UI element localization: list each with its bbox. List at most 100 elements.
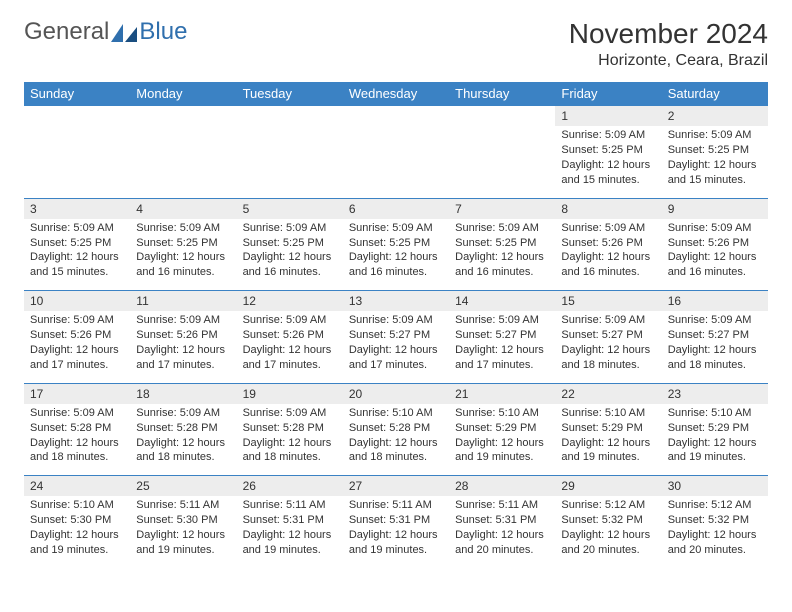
day-number-cell: 23 xyxy=(662,383,768,404)
sunrise-line: Sunrise: 5:09 AM xyxy=(349,221,443,236)
sunset-line: Sunset: 5:25 PM xyxy=(30,236,124,251)
sunset-line: Sunset: 5:32 PM xyxy=(668,513,762,528)
sunset-line: Sunset: 5:31 PM xyxy=(349,513,443,528)
sunset-line: Sunset: 5:26 PM xyxy=(243,328,337,343)
sunrise-line: Sunrise: 5:11 AM xyxy=(455,498,549,513)
weekday-header: Saturday xyxy=(662,82,768,106)
sunrise-line: Sunrise: 5:11 AM xyxy=(136,498,230,513)
weekday-header: Wednesday xyxy=(343,82,449,106)
day-number-cell: 4 xyxy=(130,198,236,219)
sunrise-line: Sunrise: 5:10 AM xyxy=(349,406,443,421)
day-number-row: 12 xyxy=(24,106,768,127)
day-number-row: 17181920212223 xyxy=(24,383,768,404)
weekday-header-row: Sunday Monday Tuesday Wednesday Thursday… xyxy=(24,82,768,106)
day-number-cell: 24 xyxy=(24,476,130,497)
sunrise-line: Sunrise: 5:09 AM xyxy=(136,313,230,328)
day-detail-cell: Sunrise: 5:09 AMSunset: 5:28 PMDaylight:… xyxy=(24,404,130,476)
day-detail-cell: Sunrise: 5:09 AMSunset: 5:25 PMDaylight:… xyxy=(130,219,236,291)
day-detail-cell: Sunrise: 5:09 AMSunset: 5:25 PMDaylight:… xyxy=(237,219,343,291)
day-detail-row: Sunrise: 5:09 AMSunset: 5:25 PMDaylight:… xyxy=(24,219,768,291)
day-number-cell: 27 xyxy=(343,476,449,497)
daylight-line: Daylight: 12 hours and 16 minutes. xyxy=(136,250,230,280)
daylight-line: Daylight: 12 hours and 18 minutes. xyxy=(243,436,337,466)
location: Horizonte, Ceara, Brazil xyxy=(569,52,768,70)
day-number-cell: 21 xyxy=(449,383,555,404)
day-number-row: 3456789 xyxy=(24,198,768,219)
sunrise-line: Sunrise: 5:09 AM xyxy=(561,313,655,328)
day-number-cell xyxy=(24,106,130,127)
sunset-line: Sunset: 5:29 PM xyxy=(668,421,762,436)
day-number-cell xyxy=(130,106,236,127)
daylight-line: Daylight: 12 hours and 19 minutes. xyxy=(561,436,655,466)
day-number-cell: 5 xyxy=(237,198,343,219)
sunset-line: Sunset: 5:27 PM xyxy=(561,328,655,343)
logo-sail-icon xyxy=(111,22,137,42)
sunrise-line: Sunrise: 5:09 AM xyxy=(243,406,337,421)
header: General Blue November 2024 Horizonte, Ce… xyxy=(24,18,768,70)
day-number-cell xyxy=(449,106,555,127)
day-detail-cell: Sunrise: 5:10 AMSunset: 5:29 PMDaylight:… xyxy=(662,404,768,476)
day-number-cell: 30 xyxy=(662,476,768,497)
sunrise-line: Sunrise: 5:09 AM xyxy=(668,313,762,328)
day-number-cell: 7 xyxy=(449,198,555,219)
day-detail-cell: Sunrise: 5:09 AMSunset: 5:25 PMDaylight:… xyxy=(24,219,130,291)
title-block: November 2024 Horizonte, Ceara, Brazil xyxy=(569,18,768,70)
sunset-line: Sunset: 5:27 PM xyxy=(668,328,762,343)
sunrise-line: Sunrise: 5:11 AM xyxy=(349,498,443,513)
sunset-line: Sunset: 5:30 PM xyxy=(30,513,124,528)
day-number-cell: 28 xyxy=(449,476,555,497)
day-detail-cell: Sunrise: 5:10 AMSunset: 5:28 PMDaylight:… xyxy=(343,404,449,476)
sunset-line: Sunset: 5:30 PM xyxy=(136,513,230,528)
sunrise-line: Sunrise: 5:09 AM xyxy=(243,313,337,328)
daylight-line: Daylight: 12 hours and 16 minutes. xyxy=(668,250,762,280)
sunset-line: Sunset: 5:28 PM xyxy=(136,421,230,436)
daylight-line: Daylight: 12 hours and 19 minutes. xyxy=(30,528,124,558)
weekday-header: Tuesday xyxy=(237,82,343,106)
day-number-cell: 18 xyxy=(130,383,236,404)
day-detail-cell: Sunrise: 5:09 AMSunset: 5:28 PMDaylight:… xyxy=(130,404,236,476)
day-number-cell: 11 xyxy=(130,291,236,312)
sunset-line: Sunset: 5:27 PM xyxy=(455,328,549,343)
daylight-line: Daylight: 12 hours and 17 minutes. xyxy=(136,343,230,373)
sunset-line: Sunset: 5:25 PM xyxy=(136,236,230,251)
sunrise-line: Sunrise: 5:09 AM xyxy=(668,128,762,143)
sunset-line: Sunset: 5:26 PM xyxy=(136,328,230,343)
sunrise-line: Sunrise: 5:09 AM xyxy=(30,313,124,328)
daylight-line: Daylight: 12 hours and 18 minutes. xyxy=(561,343,655,373)
day-detail-cell xyxy=(24,126,130,198)
day-detail-cell xyxy=(237,126,343,198)
day-detail-cell: Sunrise: 5:11 AMSunset: 5:31 PMDaylight:… xyxy=(237,496,343,567)
weekday-header: Monday xyxy=(130,82,236,106)
day-detail-cell: Sunrise: 5:10 AMSunset: 5:29 PMDaylight:… xyxy=(555,404,661,476)
sunset-line: Sunset: 5:25 PM xyxy=(349,236,443,251)
day-detail-cell: Sunrise: 5:12 AMSunset: 5:32 PMDaylight:… xyxy=(555,496,661,567)
day-number-row: 24252627282930 xyxy=(24,476,768,497)
day-number-cell: 13 xyxy=(343,291,449,312)
sunset-line: Sunset: 5:27 PM xyxy=(349,328,443,343)
day-number-cell: 29 xyxy=(555,476,661,497)
daylight-line: Daylight: 12 hours and 16 minutes. xyxy=(455,250,549,280)
day-detail-cell xyxy=(449,126,555,198)
day-detail-cell: Sunrise: 5:12 AMSunset: 5:32 PMDaylight:… xyxy=(662,496,768,567)
day-number-cell xyxy=(343,106,449,127)
calendar-table: Sunday Monday Tuesday Wednesday Thursday… xyxy=(24,82,768,568)
day-detail-cell: Sunrise: 5:10 AMSunset: 5:29 PMDaylight:… xyxy=(449,404,555,476)
daylight-line: Daylight: 12 hours and 16 minutes. xyxy=(349,250,443,280)
sunset-line: Sunset: 5:26 PM xyxy=(561,236,655,251)
sunset-line: Sunset: 5:25 PM xyxy=(455,236,549,251)
logo-text-blue: Blue xyxy=(139,18,187,46)
sunrise-line: Sunrise: 5:11 AM xyxy=(243,498,337,513)
day-detail-cell: Sunrise: 5:09 AMSunset: 5:25 PMDaylight:… xyxy=(343,219,449,291)
daylight-line: Daylight: 12 hours and 19 minutes. xyxy=(455,436,549,466)
sunrise-line: Sunrise: 5:10 AM xyxy=(455,406,549,421)
sunrise-line: Sunrise: 5:09 AM xyxy=(30,221,124,236)
day-detail-cell xyxy=(130,126,236,198)
daylight-line: Daylight: 12 hours and 19 minutes. xyxy=(668,436,762,466)
day-number-cell xyxy=(237,106,343,127)
daylight-line: Daylight: 12 hours and 18 minutes. xyxy=(136,436,230,466)
day-detail-row: Sunrise: 5:09 AMSunset: 5:26 PMDaylight:… xyxy=(24,311,768,383)
day-detail-cell: Sunrise: 5:11 AMSunset: 5:31 PMDaylight:… xyxy=(343,496,449,567)
sunrise-line: Sunrise: 5:09 AM xyxy=(455,313,549,328)
day-detail-cell: Sunrise: 5:09 AMSunset: 5:25 PMDaylight:… xyxy=(555,126,661,198)
day-number-cell: 14 xyxy=(449,291,555,312)
